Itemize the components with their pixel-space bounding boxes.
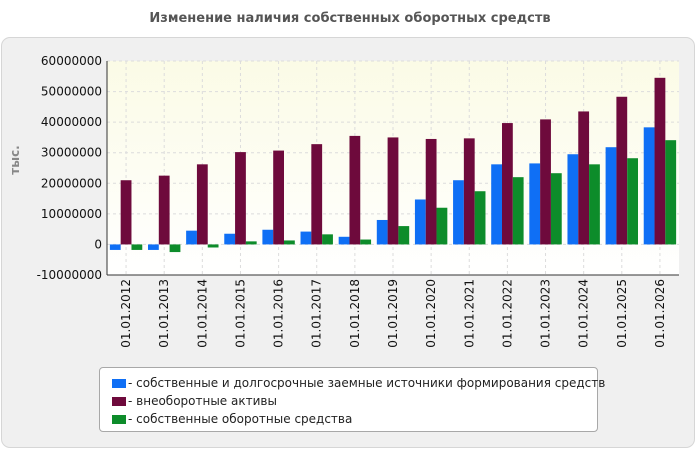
x-tick-label: 01.01.2025 (615, 279, 629, 348)
chart-title: Изменение наличия собственных оборотных … (149, 11, 551, 26)
x-tick-label: 01.01.2013 (157, 279, 171, 348)
x-tick-label: 01.01.2014 (195, 279, 209, 348)
bar (627, 158, 638, 245)
bar (616, 96, 628, 245)
y-tick-label: 60000000 (41, 54, 102, 68)
bar (512, 177, 524, 245)
x-tick-label: 01.01.2022 (500, 279, 514, 348)
y-tick-label: 20000000 (41, 176, 102, 190)
bar (338, 236, 350, 245)
x-tick-label: 01.01.2023 (539, 279, 553, 348)
y-tick-label: 40000000 (41, 115, 102, 129)
x-tick-label: 01.01.2015 (233, 279, 247, 348)
bar (491, 164, 502, 245)
bar (349, 135, 361, 245)
bar (109, 244, 121, 250)
bar (654, 77, 666, 245)
bar (120, 180, 132, 245)
x-tick-label: 01.01.2021 (462, 279, 476, 348)
bar (158, 175, 170, 245)
tick-labels: -10000000 0 10000000 20000000 30000000 400000… (37, 54, 667, 348)
bar (425, 138, 437, 245)
bar (196, 164, 208, 245)
bar (578, 111, 590, 245)
bar (245, 241, 257, 245)
bar (131, 244, 143, 250)
bar (376, 219, 388, 245)
bar (322, 234, 333, 245)
bar (665, 140, 677, 245)
bar (207, 244, 219, 248)
legend-item-working-capital: - собственные оборотные средства (100, 411, 597, 429)
bar (300, 231, 312, 245)
bars (109, 77, 677, 253)
bar (262, 229, 274, 245)
bar (453, 180, 464, 245)
bar (567, 154, 579, 245)
x-tick-label: 01.01.2016 (272, 279, 286, 348)
x-tick-label: 01.01.2020 (424, 279, 438, 348)
bar (273, 150, 284, 245)
bar (186, 230, 197, 245)
bar (284, 240, 295, 245)
x-tick-label: 01.01.2012 (119, 279, 133, 348)
y-axis-label: тыс. (8, 145, 22, 174)
bar (436, 207, 448, 245)
bar (311, 144, 323, 245)
y-tick-label: 0 (94, 237, 102, 251)
legend-item-sources: - собственные и долгосрочные заемные ист… (100, 375, 605, 393)
bar (235, 152, 246, 245)
legend: - собственные и долгосрочные заемные ист… (99, 367, 605, 432)
bar (148, 244, 159, 250)
bar (360, 239, 372, 245)
bar (643, 127, 655, 245)
bar (463, 138, 475, 245)
x-tick-label: 01.01.2018 (348, 279, 362, 348)
axes (106, 61, 679, 276)
bar (550, 173, 562, 245)
bar (387, 137, 399, 245)
bar (589, 164, 600, 245)
y-tick-label: 10000000 (41, 207, 102, 221)
legend-swatch-noncurrent-assets (112, 397, 126, 406)
legend-swatch-sources (112, 379, 126, 388)
bar (605, 147, 617, 245)
x-tick-label: 01.01.2017 (310, 279, 324, 348)
bar (529, 163, 541, 245)
bar (169, 244, 181, 253)
y-tick-label: -10000000 (37, 268, 102, 282)
x-tick-label: 01.01.2019 (386, 279, 400, 348)
legend-label-noncurrent-assets: - внеоборотные активы (128, 394, 277, 408)
y-tick-label: 50000000 (41, 85, 102, 99)
legend-item-noncurrent-assets: - внеоборотные активы (100, 393, 597, 411)
bar (224, 233, 236, 245)
y-tick-label: 30000000 (41, 146, 102, 160)
legend-swatch-working-capital (112, 415, 126, 424)
legend-label-working-capital: - собственные оборотные средства (128, 412, 353, 426)
bar (474, 191, 486, 245)
bar (502, 123, 513, 245)
bar (540, 119, 551, 245)
bar (398, 226, 410, 245)
x-tick-label: 01.01.2024 (577, 279, 591, 348)
bar (414, 199, 426, 245)
legend-label-sources: - собственные и долгосрочные заемные ист… (128, 376, 606, 390)
x-tick-label: 01.01.2026 (653, 279, 667, 348)
